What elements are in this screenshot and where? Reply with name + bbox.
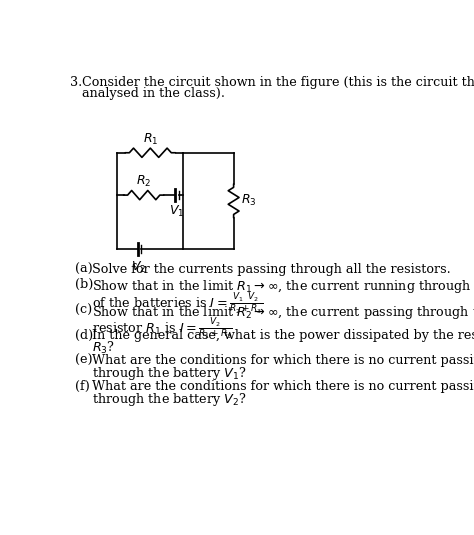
Text: Solve for the currents passing through all the resistors.: Solve for the currents passing through a…	[92, 263, 451, 276]
Text: (c): (c)	[75, 304, 92, 317]
Text: through the battery $V_1$?: through the battery $V_1$?	[92, 364, 246, 381]
Text: $R_3$: $R_3$	[241, 193, 257, 209]
Text: $V_2$: $V_2$	[131, 260, 146, 275]
Text: (e): (e)	[75, 354, 92, 366]
Text: Consider the circuit shown in the figure (this is the circuit that we had: Consider the circuit shown in the figure…	[82, 76, 474, 89]
Text: (a): (a)	[75, 263, 92, 276]
Text: analysed in the class).: analysed in the class).	[82, 87, 226, 100]
Text: (d): (d)	[75, 329, 93, 342]
Text: In the general case, what is the power dissipated by the resistor: In the general case, what is the power d…	[92, 329, 474, 342]
Text: (b): (b)	[75, 278, 93, 291]
Text: through the battery $V_2$?: through the battery $V_2$?	[92, 391, 246, 408]
Text: (f): (f)	[75, 380, 90, 393]
Text: Show that in the limit $R_1 \rightarrow \infty$, the current running through bot: Show that in the limit $R_1 \rightarrow …	[92, 278, 474, 295]
Text: $R_3$?: $R_3$?	[92, 340, 115, 356]
Text: $R_1$: $R_1$	[143, 132, 158, 147]
Text: $V_1$: $V_1$	[169, 204, 185, 219]
Text: What are the conditions for which there is no current passing: What are the conditions for which there …	[92, 354, 474, 366]
Text: $R_2$: $R_2$	[136, 174, 151, 189]
Text: What are the conditions for which there is no current passing: What are the conditions for which there …	[92, 380, 474, 393]
Text: of the batteries is $I = \frac{V_1 \;\; V_2}{R_2+R_3}$: of the batteries is $I = \frac{V_1 \;\; …	[92, 291, 263, 316]
Text: 3.: 3.	[70, 76, 82, 89]
Text: Show that in the limit $R_2 \rightarrow \infty$, the current passing through the: Show that in the limit $R_2 \rightarrow …	[92, 304, 474, 320]
Text: resistor $R_1$ is $I = \frac{V_2}{R_1+R_3}$: resistor $R_1$ is $I = \frac{V_2}{R_1+R_…	[92, 316, 232, 341]
